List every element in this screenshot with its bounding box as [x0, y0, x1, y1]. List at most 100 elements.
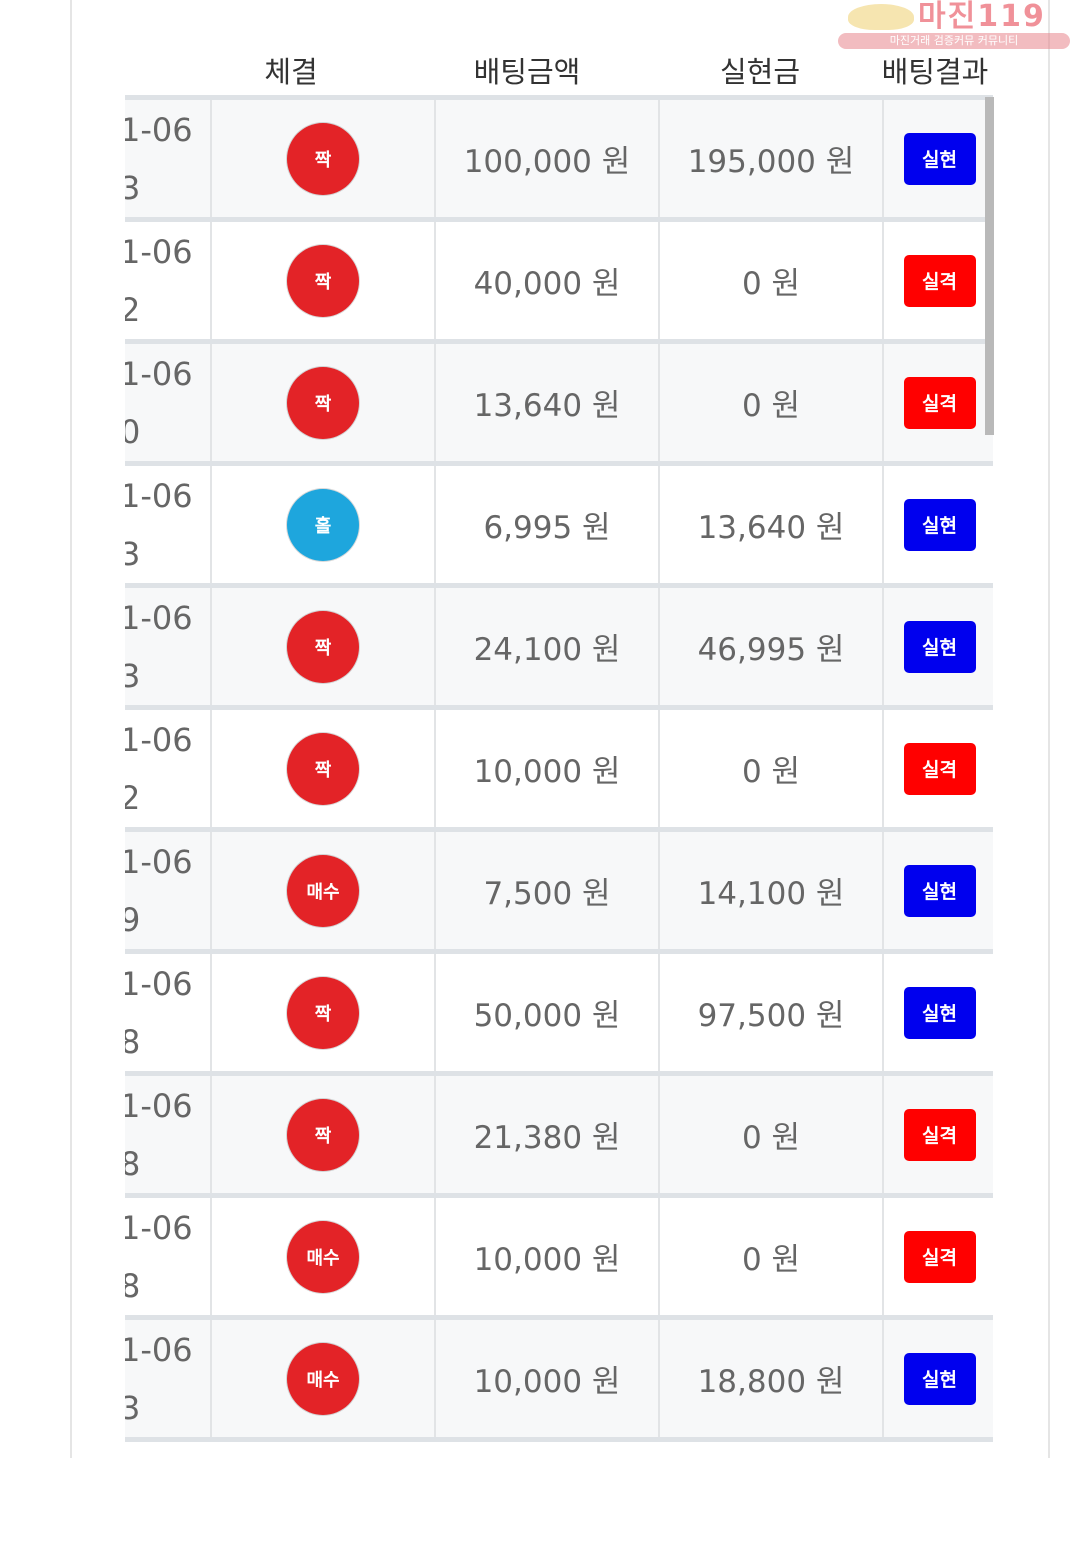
date-text: 1-06 8	[125, 1087, 193, 1183]
executed-cell: 매수	[210, 1320, 434, 1437]
table-row: 1-06 3 짝 24,100 원 46,995 원 실현	[125, 583, 993, 705]
date-cell: 1-06 8	[125, 954, 210, 1071]
date-cell: 1-06 8	[125, 1198, 210, 1315]
realized-cell: 46,995 원	[658, 588, 882, 705]
result-badge: 실현	[903, 498, 976, 551]
realized-cell: 0 원	[658, 1076, 882, 1193]
date-text: 1-06 3	[125, 599, 193, 695]
result-cell: 실격	[882, 710, 995, 827]
table-row: 1-06 3 짝 100,000 원 195,000 원 실현	[125, 95, 993, 217]
result-cell: 실현	[882, 954, 995, 1071]
bet-amount-cell: 50,000 원	[434, 954, 658, 1071]
realized-cell: 0 원	[658, 710, 882, 827]
result-cell: 실격	[882, 344, 995, 461]
date-text: 1-06 8	[125, 965, 193, 1061]
bet-amount-cell: 24,100 원	[434, 588, 658, 705]
date-cell: 1-06 2	[125, 710, 210, 827]
pick-circle: 홀	[287, 488, 359, 561]
realized-cell: 0 원	[658, 1198, 882, 1315]
result-cell: 실격	[882, 1198, 995, 1315]
date-text: 1-06 0	[125, 355, 193, 451]
realized-cell: 0 원	[658, 344, 882, 461]
date-cell: 1-06 3	[125, 1320, 210, 1437]
pick-circle: 짝	[287, 732, 359, 805]
realized-cell: 14,100 원	[658, 832, 882, 949]
result-cell: 실현	[882, 1320, 995, 1437]
table-row: 1-06 3 홀 6,995 원 13,640 원 실현	[125, 461, 993, 583]
result-badge: 실격	[903, 254, 976, 307]
table-row: 1-06 8 짝 50,000 원 97,500 원 실현	[125, 949, 993, 1071]
bet-amount-cell: 21,380 원	[434, 1076, 658, 1193]
date-cell: 1-06 2	[125, 222, 210, 339]
scrollbar[interactable]	[985, 97, 994, 435]
result-badge: 실격	[903, 1108, 976, 1161]
bet-amount-cell: 13,640 원	[434, 344, 658, 461]
eagle-emblem-icon	[848, 4, 914, 30]
result-cell: 실격	[882, 1076, 995, 1193]
table-row: 1-06 3 매수 10,000 원 18,800 원 실현	[125, 1315, 993, 1437]
pick-circle: 매수	[287, 1342, 359, 1415]
pick-circle: 짝	[287, 610, 359, 683]
content-frame	[70, 0, 1050, 1458]
date-cell: 1-06 3	[125, 466, 210, 583]
header-result: 배팅결과	[881, 55, 989, 89]
result-badge: 실현	[903, 864, 976, 917]
date-text: 1-06 3	[125, 477, 193, 573]
result-cell: 실현	[882, 588, 995, 705]
realized-cell: 0 원	[658, 222, 882, 339]
pick-circle: 짝	[287, 244, 359, 317]
header-realized: 실현금	[719, 55, 801, 89]
executed-cell: 짝	[210, 222, 434, 339]
realized-cell: 18,800 원	[658, 1320, 882, 1437]
realized-cell: 13,640 원	[658, 466, 882, 583]
result-cell: 실격	[882, 222, 995, 339]
date-cell: 1-06 9	[125, 832, 210, 949]
result-badge: 실현	[903, 132, 976, 185]
date-text: 1-06 9	[125, 843, 193, 939]
pick-circle: 짝	[287, 366, 359, 439]
executed-cell: 짝	[210, 954, 434, 1071]
bet-amount-cell: 10,000 원	[434, 710, 658, 827]
header-bet-amount: 배팅금액	[473, 55, 581, 89]
watermark-logo: 마진119 마진거래 검증커뮤 커뮤니티	[838, 2, 1070, 50]
result-badge: 실현	[903, 620, 976, 673]
result-cell: 실현	[882, 466, 995, 583]
result-badge: 실격	[903, 376, 976, 429]
date-cell: 1-06 8	[125, 1076, 210, 1193]
bet-amount-cell: 40,000 원	[434, 222, 658, 339]
date-cell: 1-06 3	[125, 588, 210, 705]
table-row: 1-06 9 매수 7,500 원 14,100 원 실현	[125, 827, 993, 949]
date-cell: 1-06 0	[125, 344, 210, 461]
bet-amount-cell: 6,995 원	[434, 466, 658, 583]
result-badge: 실현	[903, 1352, 976, 1405]
executed-cell: 짝	[210, 710, 434, 827]
executed-cell: 짝	[210, 1076, 434, 1193]
header-executed: 체결	[264, 55, 318, 89]
realized-cell: 195,000 원	[658, 100, 882, 217]
realized-cell: 97,500 원	[658, 954, 882, 1071]
bet-amount-cell: 10,000 원	[434, 1320, 658, 1437]
pick-circle: 짝	[287, 976, 359, 1049]
bet-amount-cell: 100,000 원	[434, 100, 658, 217]
watermark-title: 마진119	[918, 0, 1046, 34]
executed-cell: 홀	[210, 466, 434, 583]
pick-circle: 짝	[287, 1098, 359, 1171]
pick-circle: 매수	[287, 854, 359, 927]
date-text: 1-06 8	[125, 1209, 193, 1305]
result-cell: 실현	[882, 100, 995, 217]
bet-amount-cell: 7,500 원	[434, 832, 658, 949]
date-text: 1-06 2	[125, 233, 193, 329]
executed-cell: 짝	[210, 344, 434, 461]
result-badge: 실격	[903, 742, 976, 795]
table-row-partial	[125, 1437, 993, 1559]
result-badge: 실현	[903, 986, 976, 1039]
date-text: 1-06 2	[125, 721, 193, 817]
date-cell: 1-06 3	[125, 100, 210, 217]
executed-cell: 매수	[210, 832, 434, 949]
date-text: 1-06 3	[125, 1331, 193, 1427]
executed-cell: 짝	[210, 100, 434, 217]
